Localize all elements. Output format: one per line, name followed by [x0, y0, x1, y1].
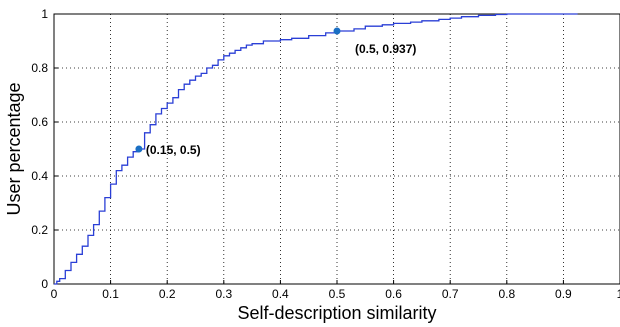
x-axis-title: Self-description similarity — [237, 303, 436, 323]
y-tick-label: 0 — [41, 277, 48, 291]
y-tick-label: 0.4 — [31, 169, 48, 183]
x-tick-label: 0 — [51, 287, 58, 301]
x-tick-label: 0.8 — [498, 287, 515, 301]
annotation-point — [333, 27, 341, 35]
annotation-point — [135, 145, 143, 153]
annotation-label: (0.15, 0.5) — [146, 143, 201, 157]
plot-frame — [53, 13, 620, 285]
x-tick-label: 0.1 — [102, 287, 119, 301]
x-tick-label: 0.9 — [555, 287, 572, 301]
annotation-label: (0.5, 0.937) — [355, 42, 416, 56]
x-axis-ticks: 0 0.1 0.2 0.3 0.4 0.5 0.6 0.7 0.8 0.9 1 — [51, 280, 620, 301]
cdf-series-line — [54, 13, 578, 285]
y-axis-title: User percentage — [4, 82, 24, 215]
x-tick-label: 0.7 — [442, 287, 459, 301]
y-axis-ticks: 0 0.2 0.4 0.6 0.8 1 — [31, 7, 58, 291]
x-tick-label: 0.6 — [385, 287, 402, 301]
x-tick-label: 0.4 — [272, 287, 289, 301]
y-tick-label: 0.6 — [31, 115, 48, 129]
y-tick-label: 1 — [41, 7, 48, 21]
y-tick-label: 0.8 — [31, 61, 48, 75]
x-tick-label: 1 — [617, 287, 620, 301]
x-tick-label: 0.2 — [159, 287, 176, 301]
y-tick-label: 0.2 — [31, 223, 48, 237]
annotations: (0.15, 0.5) (0.5, 0.937) — [135, 27, 416, 157]
x-tick-label: 0.3 — [215, 287, 232, 301]
x-tick-label: 0.5 — [329, 287, 346, 301]
